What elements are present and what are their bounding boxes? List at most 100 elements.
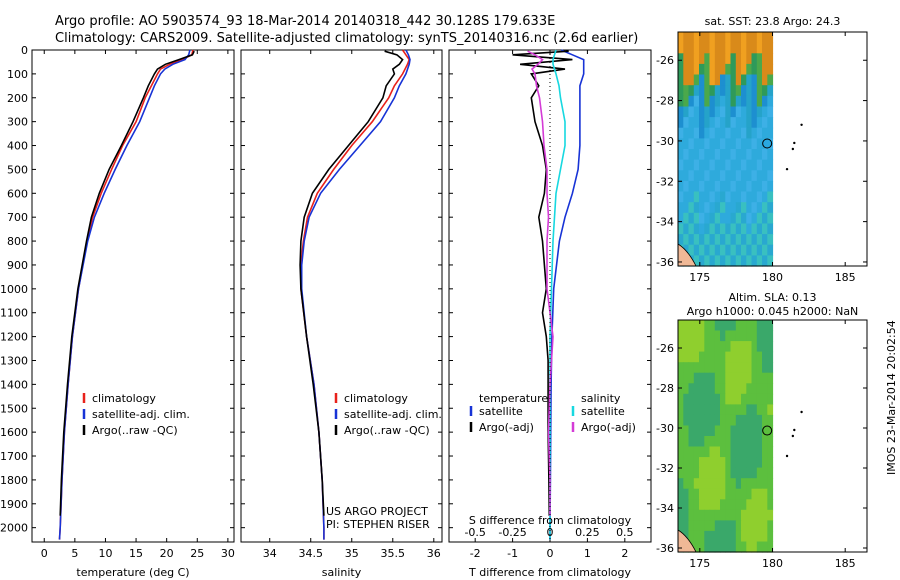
- map-cell: [746, 149, 753, 161]
- map-cell: [762, 393, 768, 405]
- map-cell: [725, 138, 732, 150]
- map-cell: [688, 191, 695, 203]
- map-cell: [756, 457, 763, 469]
- map-cell: [720, 85, 726, 97]
- map-cell: [762, 320, 768, 332]
- map-cell: [756, 488, 763, 500]
- map-cell: [746, 223, 753, 235]
- map-cell: [678, 53, 684, 65]
- map-cell: [735, 351, 742, 363]
- map-cell: [678, 117, 684, 129]
- map-cell: [683, 362, 690, 374]
- map-cell: [756, 520, 763, 532]
- map-cell: [704, 330, 711, 342]
- map-cell: [730, 85, 737, 97]
- map-cell: [688, 32, 695, 44]
- map-cell: [714, 457, 721, 469]
- map-cell: [693, 467, 700, 479]
- map-cell: [699, 202, 705, 214]
- map-cell: [746, 63, 753, 76]
- map-cell: [730, 509, 737, 521]
- map-cell: [735, 74, 742, 86]
- map-cell: [741, 191, 747, 203]
- map-cell: [699, 530, 705, 542]
- depth-tick-label: 1000: [0, 283, 28, 296]
- series-line-temperature-0: [58, 49, 194, 540]
- map-cell: [714, 106, 721, 118]
- project-label: US ARGO PROJECT: [326, 505, 428, 518]
- map-cell: [767, 404, 774, 416]
- map-cell: [688, 362, 695, 374]
- map-cell: [683, 467, 690, 479]
- island-marker: [800, 410, 803, 414]
- map-cell: [762, 446, 768, 458]
- map-cell: [741, 520, 747, 532]
- map-cell: [693, 95, 700, 107]
- x-tick-label-difference: 1: [584, 547, 591, 560]
- map-cell: [683, 138, 690, 150]
- map-cell: [720, 234, 726, 246]
- map-cell: [767, 320, 774, 332]
- map-cell: [714, 138, 721, 150]
- map-cell: [762, 180, 768, 193]
- x-tick-label-temperature: 0: [41, 547, 48, 560]
- map-cell: [704, 191, 711, 203]
- map-cell: [683, 117, 690, 129]
- map-cell: [746, 42, 753, 54]
- map-cell: [751, 191, 758, 203]
- map-cell: [699, 372, 705, 384]
- depth-tick-label: 800: [7, 235, 28, 248]
- map-cell: [699, 457, 705, 469]
- map-cell: [688, 170, 695, 182]
- map-cell: [756, 95, 763, 107]
- map-cell: [730, 425, 737, 437]
- map-cell: [756, 509, 763, 521]
- island-marker: [785, 454, 789, 458]
- map-cell: [725, 362, 732, 374]
- map-cell: [741, 541, 747, 553]
- map-cell: [725, 202, 732, 214]
- map-cell: [678, 63, 684, 76]
- map-cell: [699, 330, 705, 342]
- map-cell: [688, 478, 695, 490]
- map-cell: [762, 383, 768, 395]
- map-cell: [725, 499, 732, 511]
- map-cell: [688, 223, 695, 235]
- map-cell: [688, 138, 695, 150]
- map-cell: [699, 159, 705, 171]
- map-cell: [704, 446, 711, 458]
- map-cell: [741, 425, 747, 437]
- map-cell: [678, 138, 684, 150]
- map-cell: [741, 436, 747, 448]
- map-cell: [751, 436, 758, 448]
- map-cell: [746, 351, 753, 363]
- map-cell: [756, 117, 763, 129]
- map-cell: [725, 509, 732, 521]
- map-cell: [704, 149, 711, 161]
- map-cell: [725, 170, 732, 182]
- map-cell: [751, 244, 758, 256]
- map-cell: [699, 53, 705, 65]
- map-cell: [751, 159, 758, 171]
- map-cell: [725, 255, 732, 267]
- map-cell: [683, 212, 690, 224]
- map-cell: [693, 202, 700, 214]
- map-cell: [725, 117, 732, 129]
- map-cell: [756, 414, 763, 426]
- map-cell: [699, 212, 705, 224]
- map-cell: [704, 32, 711, 44]
- s-tick-label: 0: [547, 526, 554, 539]
- map-cell: [688, 425, 695, 437]
- map-cell: [709, 191, 716, 203]
- map-cell: [741, 42, 747, 54]
- map-cell: [741, 170, 747, 182]
- map-cell: [688, 393, 695, 405]
- map-cell: [730, 244, 737, 256]
- map-cell: [714, 446, 721, 458]
- map-cell: [709, 425, 716, 437]
- map-cell: [735, 180, 742, 193]
- map-cell: [683, 202, 690, 214]
- map-cell: [720, 74, 726, 86]
- map-cell: [709, 457, 716, 469]
- map-cell: [699, 74, 705, 86]
